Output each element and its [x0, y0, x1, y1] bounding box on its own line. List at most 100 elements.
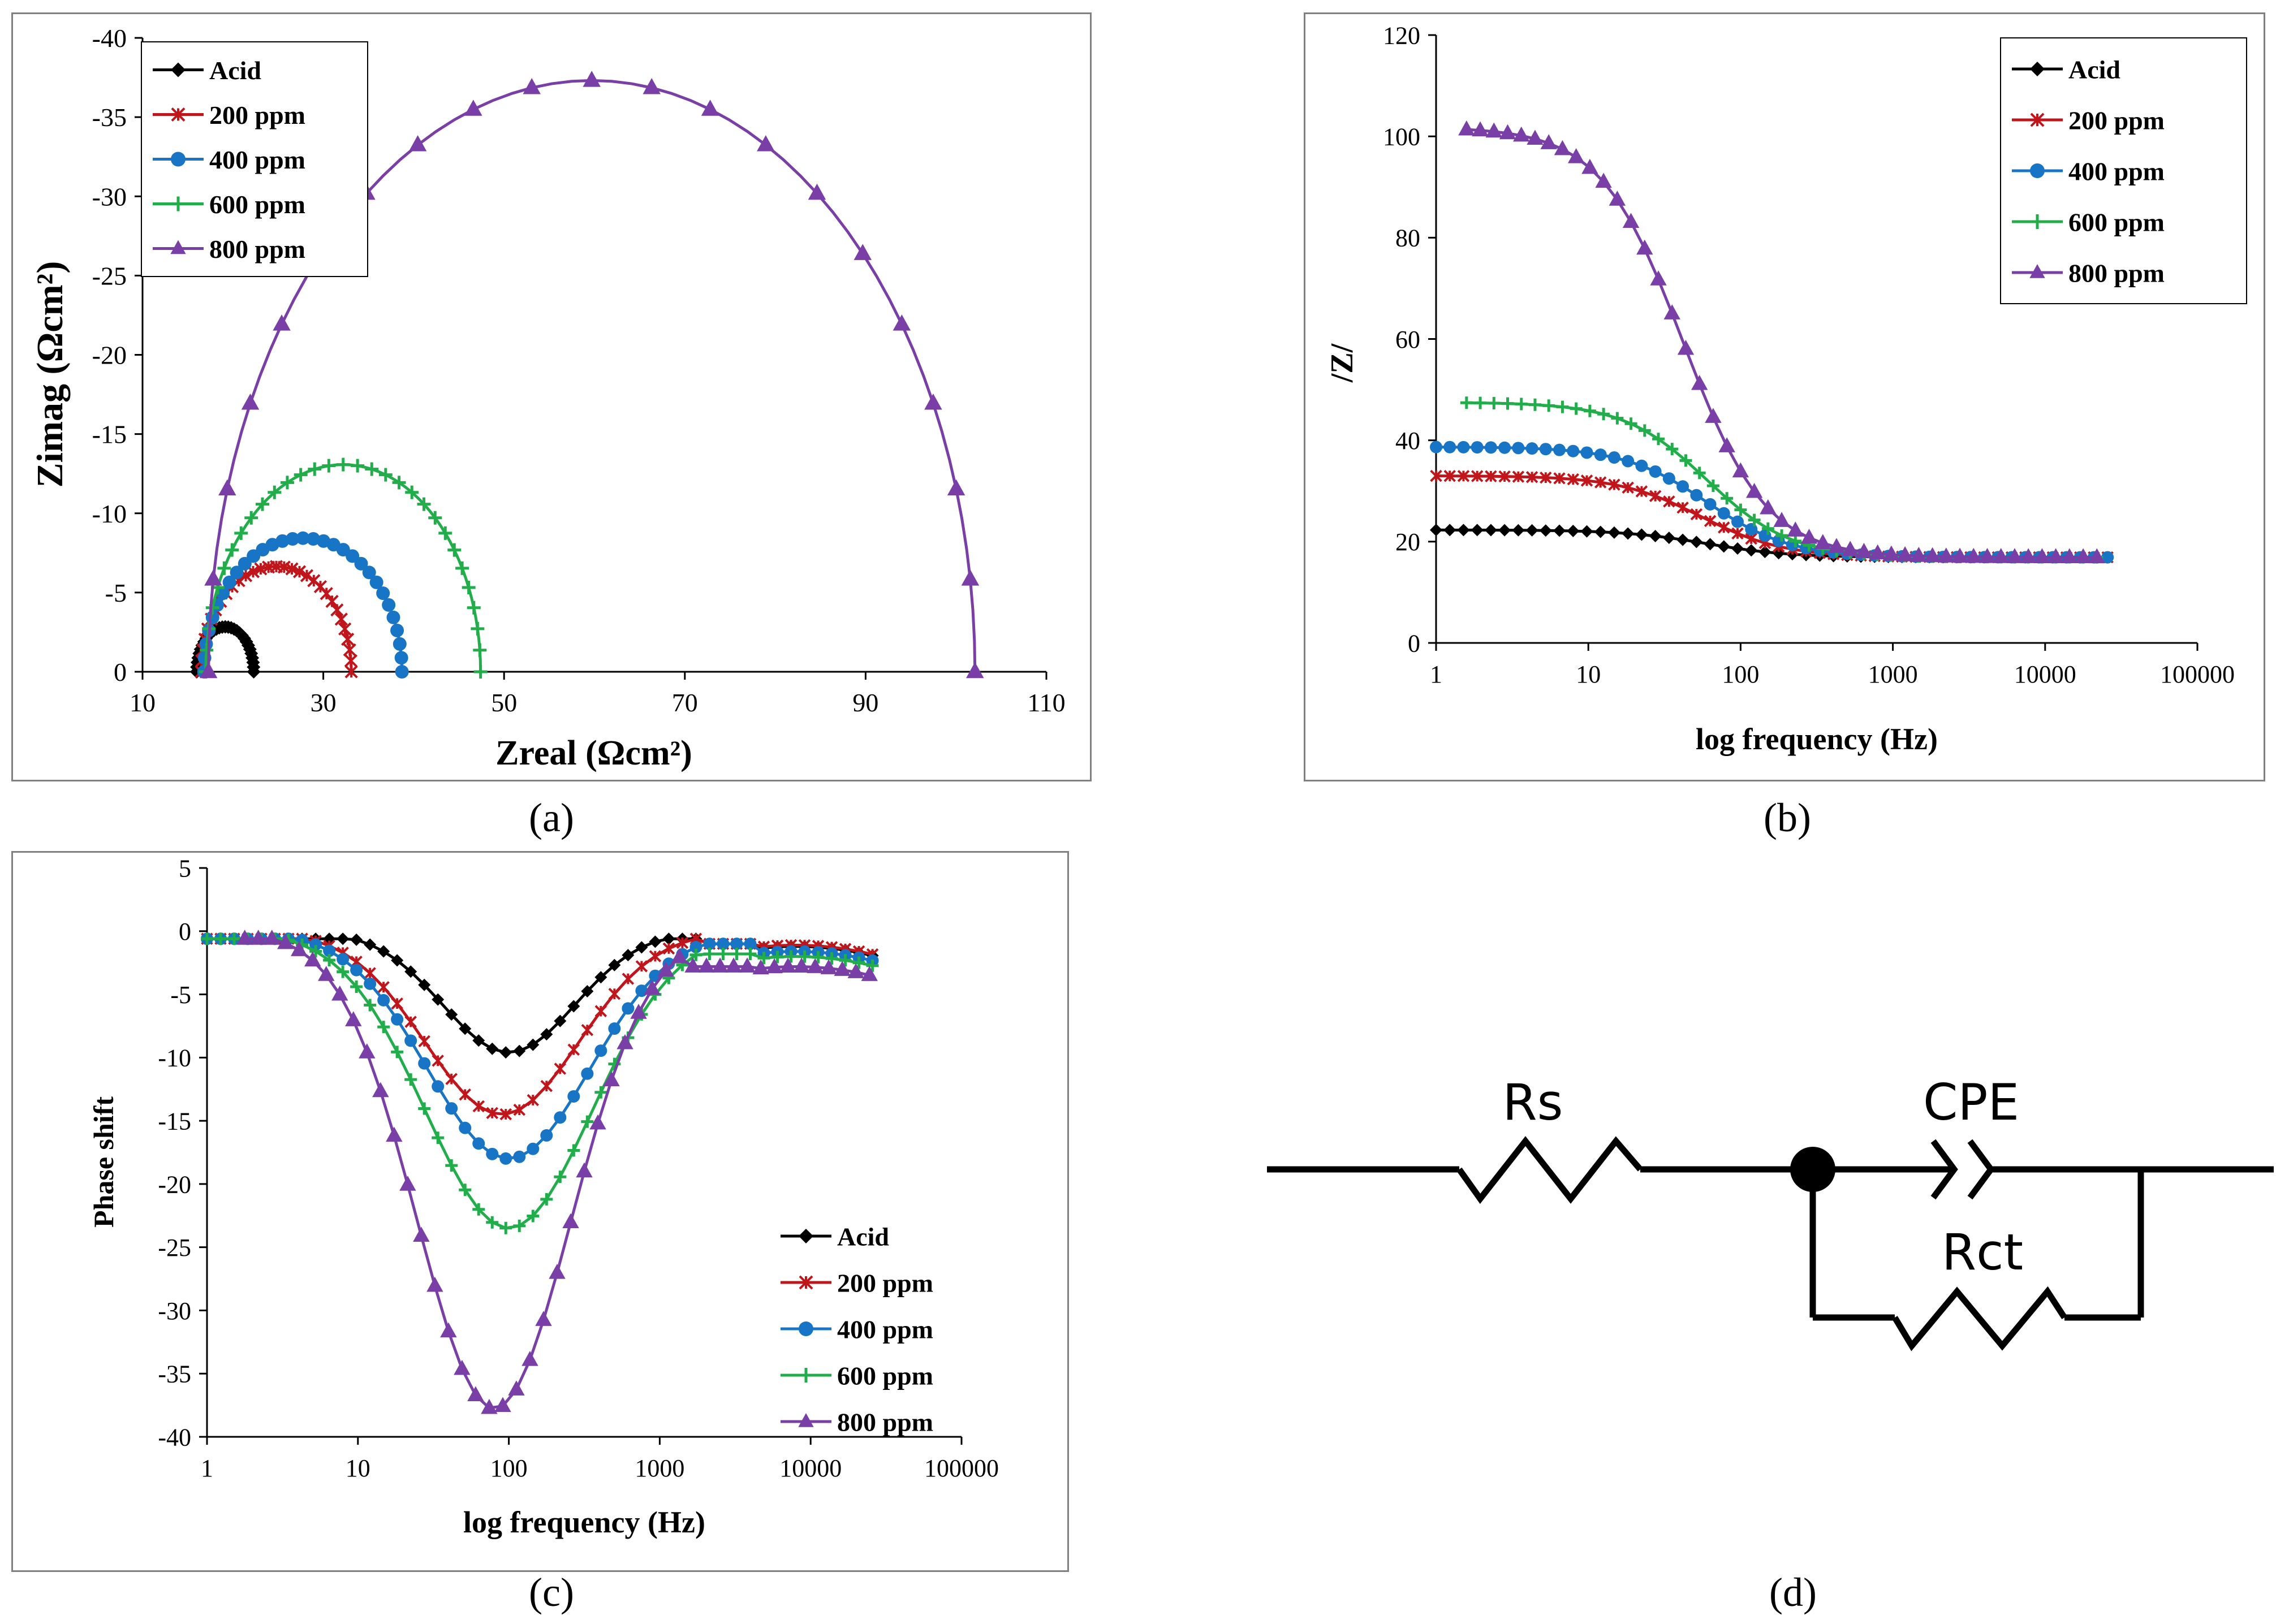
data-point: [1924, 547, 1941, 563]
data-point: [1458, 120, 1475, 136]
data-point: [445, 1159, 458, 1172]
x-axis-title: log frequency (Hz): [463, 1505, 705, 1539]
data-point: [244, 511, 258, 525]
x-tick-label: 10: [1576, 660, 1601, 688]
data-point: [218, 479, 236, 496]
data-point: [447, 543, 462, 557]
data-point: [924, 394, 942, 410]
data-point: [521, 1351, 538, 1366]
data-point: [1842, 541, 1859, 556]
data-point: [1993, 548, 2010, 563]
data-point: [717, 938, 730, 951]
data-point: [698, 957, 715, 973]
data-point: [362, 565, 376, 580]
data-point: [364, 999, 377, 1012]
data-point: [377, 945, 390, 958]
data-point: [1485, 122, 1502, 138]
bode-phase-chart: 1 10 100 1000 10000 100000 5 0 -5 -10 -15 -20 -25 -30…: [11, 851, 1069, 1572]
data-point: [1567, 444, 1580, 457]
data-point: [217, 561, 231, 575]
legend-c: Acid 200 ppm 400 ppm 600 ppm 800 ppm: [781, 1223, 933, 1437]
data-point: [1717, 540, 1730, 553]
caption-b: (b): [1764, 795, 1811, 840]
data-point: [643, 77, 661, 94]
data-point: [464, 100, 482, 116]
data-point: [486, 1042, 499, 1055]
legend-marker: [799, 1275, 813, 1290]
y-tick-label: 0: [179, 918, 191, 945]
data-point: [2075, 548, 2092, 564]
y-tick-label: 0: [1408, 629, 1420, 657]
data-point: [1814, 534, 1831, 549]
data-point: [294, 468, 308, 482]
data-point: [1938, 547, 1955, 563]
data-point: [1471, 441, 1484, 454]
data-point: [459, 1184, 472, 1197]
data-point: [1501, 397, 1514, 410]
data-point: [549, 1263, 566, 1279]
data-point: [1718, 437, 1735, 452]
equivalent-circuit: Rs CPE Rct: [1267, 1074, 2274, 1351]
data-point: [236, 930, 253, 945]
data-point: [1567, 473, 1580, 486]
legend-label: 600 ppm: [209, 190, 305, 219]
data-point: [404, 1034, 417, 1047]
data-point: [866, 959, 879, 972]
data-point: [554, 1171, 567, 1184]
data-point: [386, 610, 400, 624]
data-point: [364, 938, 377, 951]
data-point: [1607, 526, 1620, 539]
data-point: [359, 1043, 376, 1059]
legend-label: 800 ppm: [2068, 259, 2165, 288]
data-point: [540, 1193, 553, 1206]
y-tick-label: 40: [1395, 427, 1420, 455]
data-point: [1443, 440, 1456, 453]
data-point: [1666, 443, 1679, 456]
data-point: [377, 1021, 390, 1034]
y-tick-label: -15: [92, 420, 127, 449]
data-point: [1910, 546, 1928, 562]
data-point: [852, 956, 865, 969]
x-tick-label: 10000: [779, 1454, 842, 1482]
y-tick-label: -20: [158, 1171, 191, 1198]
data-point: [744, 948, 757, 961]
panel-c: 1 10 100 1000 10000 100000 5 0 -5 -10 -15 -20 -25 -30…: [11, 851, 1069, 1572]
legend-marker: [171, 196, 186, 211]
data-point: [893, 314, 911, 331]
y-axis-title: Phase shift: [88, 1096, 119, 1228]
data-point: [1883, 545, 1900, 561]
y-tick-label: -25: [158, 1234, 191, 1262]
data-point: [234, 526, 248, 540]
y-tick-label: -5: [170, 981, 191, 1009]
data-point: [1663, 495, 1675, 508]
data-point: [594, 1005, 607, 1017]
legend-label: 800 ppm: [209, 235, 305, 264]
chart-frame: [11, 851, 1069, 1572]
data-point: [241, 394, 260, 410]
data-point: [1513, 126, 1530, 142]
legend-marker: [798, 1413, 814, 1427]
data-point: [508, 1380, 525, 1396]
data-point: [1690, 535, 1703, 548]
data-point: [472, 1034, 485, 1047]
data-point: [216, 586, 230, 601]
data-point: [1745, 544, 1758, 557]
data-point: [1474, 396, 1487, 409]
legend-b: Acid 200 ppm 400 ppm 600 ppm 800 ppm: [2000, 37, 2247, 304]
data-point: [594, 1044, 607, 1057]
data-point: [1622, 455, 1635, 468]
data-point: [567, 1043, 580, 1056]
data-point: [635, 960, 648, 973]
data-point: [662, 932, 675, 945]
data-point: [2020, 548, 2037, 563]
data-point: [513, 1219, 526, 1232]
data-point: [354, 556, 368, 571]
legend-marker: [2029, 264, 2045, 278]
data-point: [499, 1046, 512, 1059]
legend-label: Acid: [209, 56, 261, 85]
data-point: [581, 1023, 594, 1036]
data-point: [459, 1022, 472, 1035]
data-point: [2061, 548, 2078, 564]
data-point: [499, 1108, 512, 1121]
data-point: [689, 940, 702, 953]
